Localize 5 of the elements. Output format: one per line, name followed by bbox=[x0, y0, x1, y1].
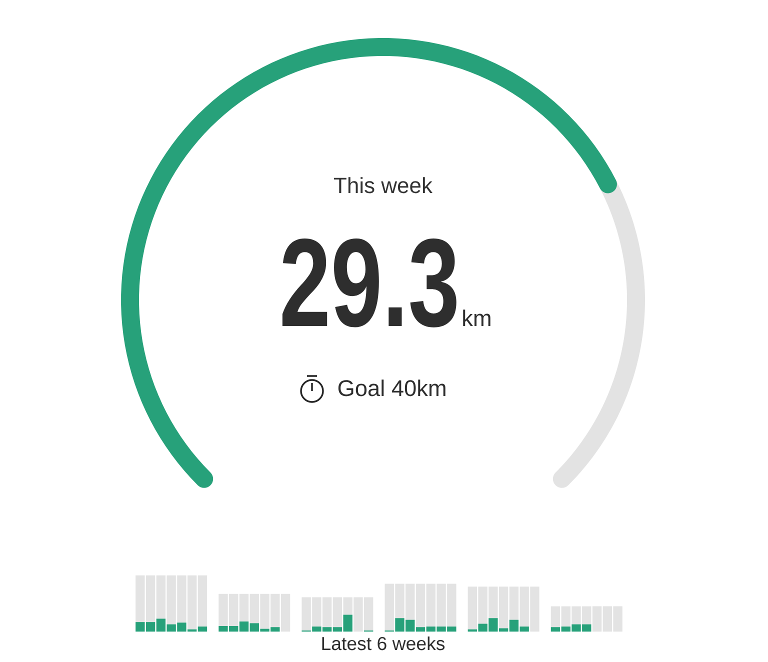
text: Goal 40km bbox=[338, 380, 446, 396]
text: This week bbox=[334, 177, 433, 194]
text: km bbox=[463, 310, 490, 326]
x-axis-title: Latest 6 weeks bbox=[322, 636, 445, 650]
text: 29.3 bbox=[282, 238, 456, 328]
